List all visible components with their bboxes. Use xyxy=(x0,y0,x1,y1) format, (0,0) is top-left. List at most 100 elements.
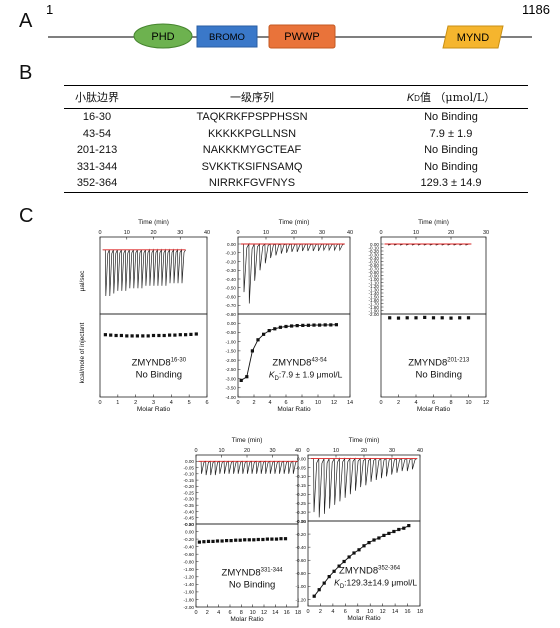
heat-point xyxy=(184,333,188,337)
heat-point xyxy=(206,539,211,543)
heat-tick-label: -0.40 xyxy=(184,544,195,549)
ratio-axis-label: Molar Ratio xyxy=(347,615,381,622)
domain-pwwp xyxy=(268,24,336,49)
ratio-tick-label: 10 xyxy=(367,609,373,615)
fit-curve xyxy=(313,525,410,597)
heat-point xyxy=(405,316,409,320)
heat-panel-frame xyxy=(307,520,421,607)
construct-name: ZMYND8 xyxy=(408,357,447,368)
ratio-tick-label: 14 xyxy=(347,400,353,406)
ratio-tick-label: 2 xyxy=(252,400,255,406)
heat-point xyxy=(337,564,341,568)
time-tick-label: 10 xyxy=(124,230,130,236)
raw-tick-label: 0.00 xyxy=(227,242,236,247)
construct-range: 43-54 xyxy=(311,357,327,363)
raw-panel-frame xyxy=(380,236,487,315)
raw-panel-frame xyxy=(195,454,299,525)
time-axis-label: Time (min) xyxy=(232,437,263,444)
raw-trace xyxy=(102,248,186,297)
raw-panel-frame xyxy=(99,236,208,315)
fit-curve xyxy=(240,324,337,381)
time-tick-label: 20 xyxy=(291,230,297,236)
heat-tick-label: -0.20 xyxy=(296,532,307,537)
ratio-tick-label: 10 xyxy=(315,400,321,406)
heat-point xyxy=(194,332,198,336)
heat-tick-label: -1.50 xyxy=(226,349,237,354)
ratio-tick-label: 8 xyxy=(240,610,243,616)
heat-point xyxy=(238,538,242,542)
raw-tick-label: -0.30 xyxy=(184,497,195,502)
heat-point xyxy=(141,334,145,338)
raw-tick-label: -0.70 xyxy=(369,266,380,271)
heat-point xyxy=(273,327,277,331)
heat-point xyxy=(125,334,129,338)
ratio-tick-label: 1 xyxy=(116,400,119,406)
heat-tick-label: -1.20 xyxy=(184,575,195,580)
raw-tick-label: -1.60 xyxy=(369,298,380,303)
time-tick-label: 30 xyxy=(319,230,325,236)
heat-point xyxy=(301,323,305,327)
heat-point xyxy=(256,537,260,542)
time-tick-label: 0 xyxy=(306,448,309,454)
ratio-tick-label: 2 xyxy=(134,400,137,406)
heat-point xyxy=(157,333,161,338)
heat-point xyxy=(274,537,279,541)
time-tick-label: 20 xyxy=(150,230,156,236)
kd-subscript: D xyxy=(275,376,280,382)
heat-point xyxy=(202,540,206,544)
ratio-tick-label: 6 xyxy=(228,610,231,616)
ratio-tick-label: 12 xyxy=(483,400,489,406)
ratio-tick-label: 0 xyxy=(98,400,101,406)
heat-point xyxy=(262,332,266,336)
time-tick-label: 30 xyxy=(177,230,183,236)
heat-point xyxy=(151,333,156,338)
domain-bromo xyxy=(196,25,258,48)
ratio-tick-label: 0 xyxy=(194,610,197,616)
ratio-tick-label: 0 xyxy=(236,400,239,406)
raw-tick-label: 0.00 xyxy=(297,456,306,461)
table-header-row: 小肽边界 一级序列 KD值 （μmol/L） xyxy=(64,85,528,109)
ratio-tick-label: 4 xyxy=(268,400,271,406)
raw-tick-label: -0.35 xyxy=(296,519,307,524)
ratio-tick-label: 6 xyxy=(344,609,347,615)
raw-tick-label: -0.15 xyxy=(296,483,307,488)
raw-tick-label: -1.00 xyxy=(369,277,380,282)
heat-tick-label: -1.60 xyxy=(184,590,195,595)
raw-tick-label: -0.20 xyxy=(226,259,237,264)
heat-point xyxy=(347,555,351,559)
construct-label: ZMYND8201-213 xyxy=(408,357,470,368)
time-tick-label: 40 xyxy=(347,230,353,236)
header-peptide-boundary: 小肽边界 xyxy=(64,85,130,109)
heat-tick-label: -1.40 xyxy=(184,582,195,587)
cell-sequence: NAKKKMYGCTEAF xyxy=(202,144,302,157)
heat-tick-label: -2.00 xyxy=(184,605,195,610)
raw-tick-label: -0.05 xyxy=(184,465,195,470)
heat-point xyxy=(252,538,256,542)
heat-point xyxy=(431,316,436,320)
ratio-tick-label: 12 xyxy=(380,609,386,615)
time-tick-label: 0 xyxy=(98,230,101,236)
heat-point xyxy=(284,324,288,329)
heat-point xyxy=(306,323,310,327)
ratio-tick-label: 6 xyxy=(205,400,208,406)
construct-label: ZMYND8352-364 xyxy=(339,566,401,577)
heat-point xyxy=(397,527,401,532)
kd-symbol: K xyxy=(334,578,340,588)
raw-tick-label: -1.90 xyxy=(369,308,380,313)
time-tick-label: 20 xyxy=(448,230,454,236)
raw-tick-label: -0.20 xyxy=(296,492,307,497)
binding-result: No Binding xyxy=(229,579,275,590)
construct-range: 352-364 xyxy=(378,566,401,572)
heat-point xyxy=(130,334,134,338)
heat-point xyxy=(119,333,123,338)
time-tick-label: 0 xyxy=(194,448,197,454)
ratio-axis-label: Molar Ratio xyxy=(417,406,451,413)
raw-tick-label: -0.60 xyxy=(226,294,237,299)
raw-tick-label: -0.40 xyxy=(184,509,195,514)
heat-panel-frame xyxy=(380,313,487,398)
ratio-tick-label: 2 xyxy=(206,610,209,616)
kd-subscript: D xyxy=(340,584,345,590)
heat-point xyxy=(178,333,182,337)
heat-point xyxy=(317,588,321,592)
domain-phd-label: PHD xyxy=(151,31,174,43)
